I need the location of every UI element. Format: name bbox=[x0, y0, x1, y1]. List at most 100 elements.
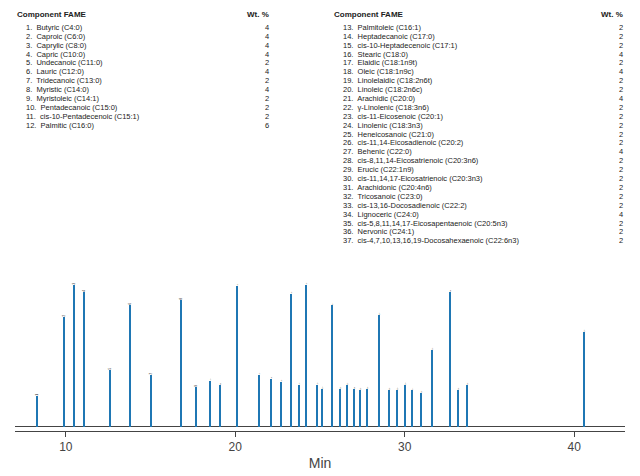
svg-text:40: 40 bbox=[567, 440, 581, 454]
svg-text:13: 13 bbox=[258, 373, 260, 375]
svg-text:2: 2 bbox=[619, 130, 623, 139]
svg-text:2: 2 bbox=[619, 32, 623, 41]
svg-text:37: 37 bbox=[583, 330, 585, 332]
svg-text:21. Arachidic (C20:0): 21. Arachidic (C20:0) bbox=[343, 94, 416, 103]
svg-text:2: 2 bbox=[619, 219, 623, 228]
svg-text:37. cis-4,7,10,13,16,19-Docos: 37. cis-4,7,10,13,16,19-Docosahexaenoic … bbox=[343, 236, 519, 245]
svg-text:2: 2 bbox=[619, 121, 623, 130]
svg-text:3: 3 bbox=[72, 283, 76, 285]
svg-text:2: 2 bbox=[619, 41, 623, 50]
svg-text:2: 2 bbox=[619, 58, 623, 67]
svg-text:26. cis-11,14-Eicosadienoic (: 26. cis-11,14-Eicosadienoic (C20:2) bbox=[343, 138, 464, 147]
svg-text:6: 6 bbox=[128, 303, 132, 305]
svg-text:4: 4 bbox=[265, 67, 269, 76]
svg-text:Wt. %: Wt. % bbox=[601, 10, 623, 19]
svg-text:2: 2 bbox=[619, 183, 623, 192]
svg-text:9: 9 bbox=[194, 385, 198, 387]
svg-text:20. Linoleic (C18:2n6c): 20. Linoleic (C18:2n6c) bbox=[343, 85, 423, 94]
svg-text:11: 11 bbox=[219, 383, 221, 385]
svg-text:14: 14 bbox=[270, 377, 272, 379]
svg-text:36: 36 bbox=[466, 383, 468, 385]
svg-text:4: 4 bbox=[265, 85, 269, 94]
svg-text:15. cis-10-Heptadecenoic (C17: 15. cis-10-Heptadecenoic (C17:1) bbox=[343, 41, 458, 50]
svg-text:18: 18 bbox=[305, 283, 307, 285]
svg-text:4: 4 bbox=[265, 41, 269, 50]
svg-text:2: 2 bbox=[619, 103, 623, 112]
svg-text:Min: Min bbox=[309, 455, 332, 471]
svg-text:35. cis-5,8,11,14,17-Eicosape: 35. cis-5,8,11,14,17-Eicosapentaenoic (C… bbox=[343, 219, 508, 228]
svg-text:Wt. %: Wt. % bbox=[247, 10, 269, 19]
svg-text:3. Caprylic (C8:0): 3. Caprylic (C8:0) bbox=[26, 41, 87, 50]
svg-text:15: 15 bbox=[280, 380, 282, 382]
svg-text:2: 2 bbox=[619, 23, 623, 32]
svg-text:31. Arachidonic (C20:4n6): 31. Arachidonic (C20:4n6) bbox=[343, 183, 432, 192]
svg-text:2: 2 bbox=[265, 58, 269, 67]
svg-text:2: 2 bbox=[619, 236, 623, 245]
svg-text:10: 10 bbox=[209, 379, 211, 381]
svg-text:30. cis-11,14,17-Eicosatrieno: 30. cis-11,14,17-Eicosatrienoic (C20:3n3… bbox=[343, 174, 483, 183]
svg-text:2: 2 bbox=[265, 112, 269, 121]
svg-text:22. γ-Linolenic (C18:3n6): 22. γ-Linolenic (C18:3n6) bbox=[343, 103, 429, 112]
svg-text:8. Myristic (C14:0): 8. Myristic (C14:0) bbox=[26, 85, 89, 94]
svg-text:13. Palmitoleic (C16:1): 13. Palmitoleic (C16:1) bbox=[343, 23, 421, 32]
svg-text:17: 17 bbox=[298, 383, 300, 385]
svg-text:33: 33 bbox=[431, 348, 433, 350]
svg-text:4: 4 bbox=[265, 32, 269, 41]
svg-text:8: 8 bbox=[179, 298, 183, 300]
svg-text:27: 27 bbox=[378, 313, 380, 315]
svg-text:2: 2 bbox=[619, 112, 623, 121]
svg-text:14. Heptadecanoic (C17:0): 14. Heptadecanoic (C17:0) bbox=[343, 32, 435, 41]
svg-text:32. Tricosanoic (C23:0): 32. Tricosanoic (C23:0) bbox=[343, 192, 423, 201]
svg-text:2: 2 bbox=[265, 103, 269, 112]
svg-text:4: 4 bbox=[82, 290, 86, 292]
svg-text:10: 10 bbox=[59, 440, 73, 454]
svg-text:2: 2 bbox=[619, 156, 623, 165]
svg-text:19. Linolelaidic (C18:2n6t): 19. Linolelaidic (C18:2n6t) bbox=[343, 76, 433, 85]
svg-text:18. Oleic (C18:1n9c): 18. Oleic (C18:1n9c) bbox=[343, 67, 414, 76]
svg-text:29: 29 bbox=[396, 388, 398, 390]
svg-text:12. Palmitic (C16:0): 12. Palmitic (C16:0) bbox=[26, 121, 94, 130]
svg-text:4: 4 bbox=[619, 94, 623, 103]
svg-text:2: 2 bbox=[619, 192, 623, 201]
svg-text:36. Nervonic (C24:1): 36. Nervonic (C24:1) bbox=[343, 227, 415, 236]
svg-text:Component FAME: Component FAME bbox=[17, 10, 87, 19]
svg-text:9. Myristoleic (C14:1): 9. Myristoleic (C14:1) bbox=[26, 94, 99, 103]
svg-text:17. Elaidic (C18:1n9t): 17. Elaidic (C18:1n9t) bbox=[343, 58, 418, 67]
svg-text:29. Erucic (C22:1n9): 29. Erucic (C22:1n9) bbox=[343, 165, 414, 174]
svg-text:5: 5 bbox=[108, 368, 112, 370]
svg-text:33. cis-13,16-Docosadienoic (: 33. cis-13,16-Docosadienoic (C22:2) bbox=[343, 201, 467, 210]
svg-text:2: 2 bbox=[62, 315, 66, 317]
svg-text:7. Tridecanoic (C13:0): 7. Tridecanoic (C13:0) bbox=[26, 76, 102, 85]
svg-text:4: 4 bbox=[265, 23, 269, 32]
svg-text:26: 26 bbox=[366, 387, 368, 389]
svg-text:25: 25 bbox=[359, 388, 361, 390]
svg-text:6. Lauric (C12:0): 6. Lauric (C12:0) bbox=[26, 67, 84, 76]
svg-text:10. Pentadecanoic (C15:0): 10. Pentadecanoic (C15:0) bbox=[26, 103, 118, 112]
svg-text:28. cis-8,11,14-Eicosatrienoi: 28. cis-8,11,14-Eicosatrienoic (C20:3n6) bbox=[343, 156, 479, 165]
svg-text:2. Caproic (C6:0): 2. Caproic (C6:0) bbox=[26, 32, 86, 41]
svg-text:1. Butyric (C4:0): 1. Butyric (C4:0) bbox=[26, 23, 83, 32]
svg-text:2: 2 bbox=[619, 174, 623, 183]
svg-text:34: 34 bbox=[449, 290, 451, 292]
svg-text:12: 12 bbox=[236, 284, 238, 286]
svg-text:4: 4 bbox=[619, 67, 623, 76]
svg-text:7: 7 bbox=[149, 373, 153, 375]
svg-text:2: 2 bbox=[619, 165, 623, 174]
svg-text:28: 28 bbox=[388, 388, 390, 390]
svg-text:4: 4 bbox=[265, 50, 269, 59]
svg-text:16: 16 bbox=[290, 292, 292, 294]
svg-text:21: 21 bbox=[331, 303, 333, 305]
svg-text:4. Capric (C10:0): 4. Capric (C10:0) bbox=[26, 50, 86, 59]
svg-text:30: 30 bbox=[398, 440, 412, 454]
svg-text:4: 4 bbox=[619, 210, 623, 219]
svg-text:20: 20 bbox=[321, 387, 323, 389]
svg-text:2: 2 bbox=[619, 85, 623, 94]
svg-text:25. Heneicosanoic (C21:0): 25. Heneicosanoic (C21:0) bbox=[343, 130, 434, 139]
svg-text:34. Lignoceric (C24:0): 34. Lignoceric (C24:0) bbox=[343, 210, 419, 219]
svg-text:4: 4 bbox=[619, 50, 623, 59]
svg-text:31: 31 bbox=[411, 388, 413, 390]
svg-text:4: 4 bbox=[619, 147, 623, 156]
svg-text:20: 20 bbox=[229, 440, 243, 454]
svg-text:2: 2 bbox=[619, 227, 623, 236]
svg-text:5. Undecanoic (C11:0): 5. Undecanoic (C11:0) bbox=[26, 58, 103, 67]
